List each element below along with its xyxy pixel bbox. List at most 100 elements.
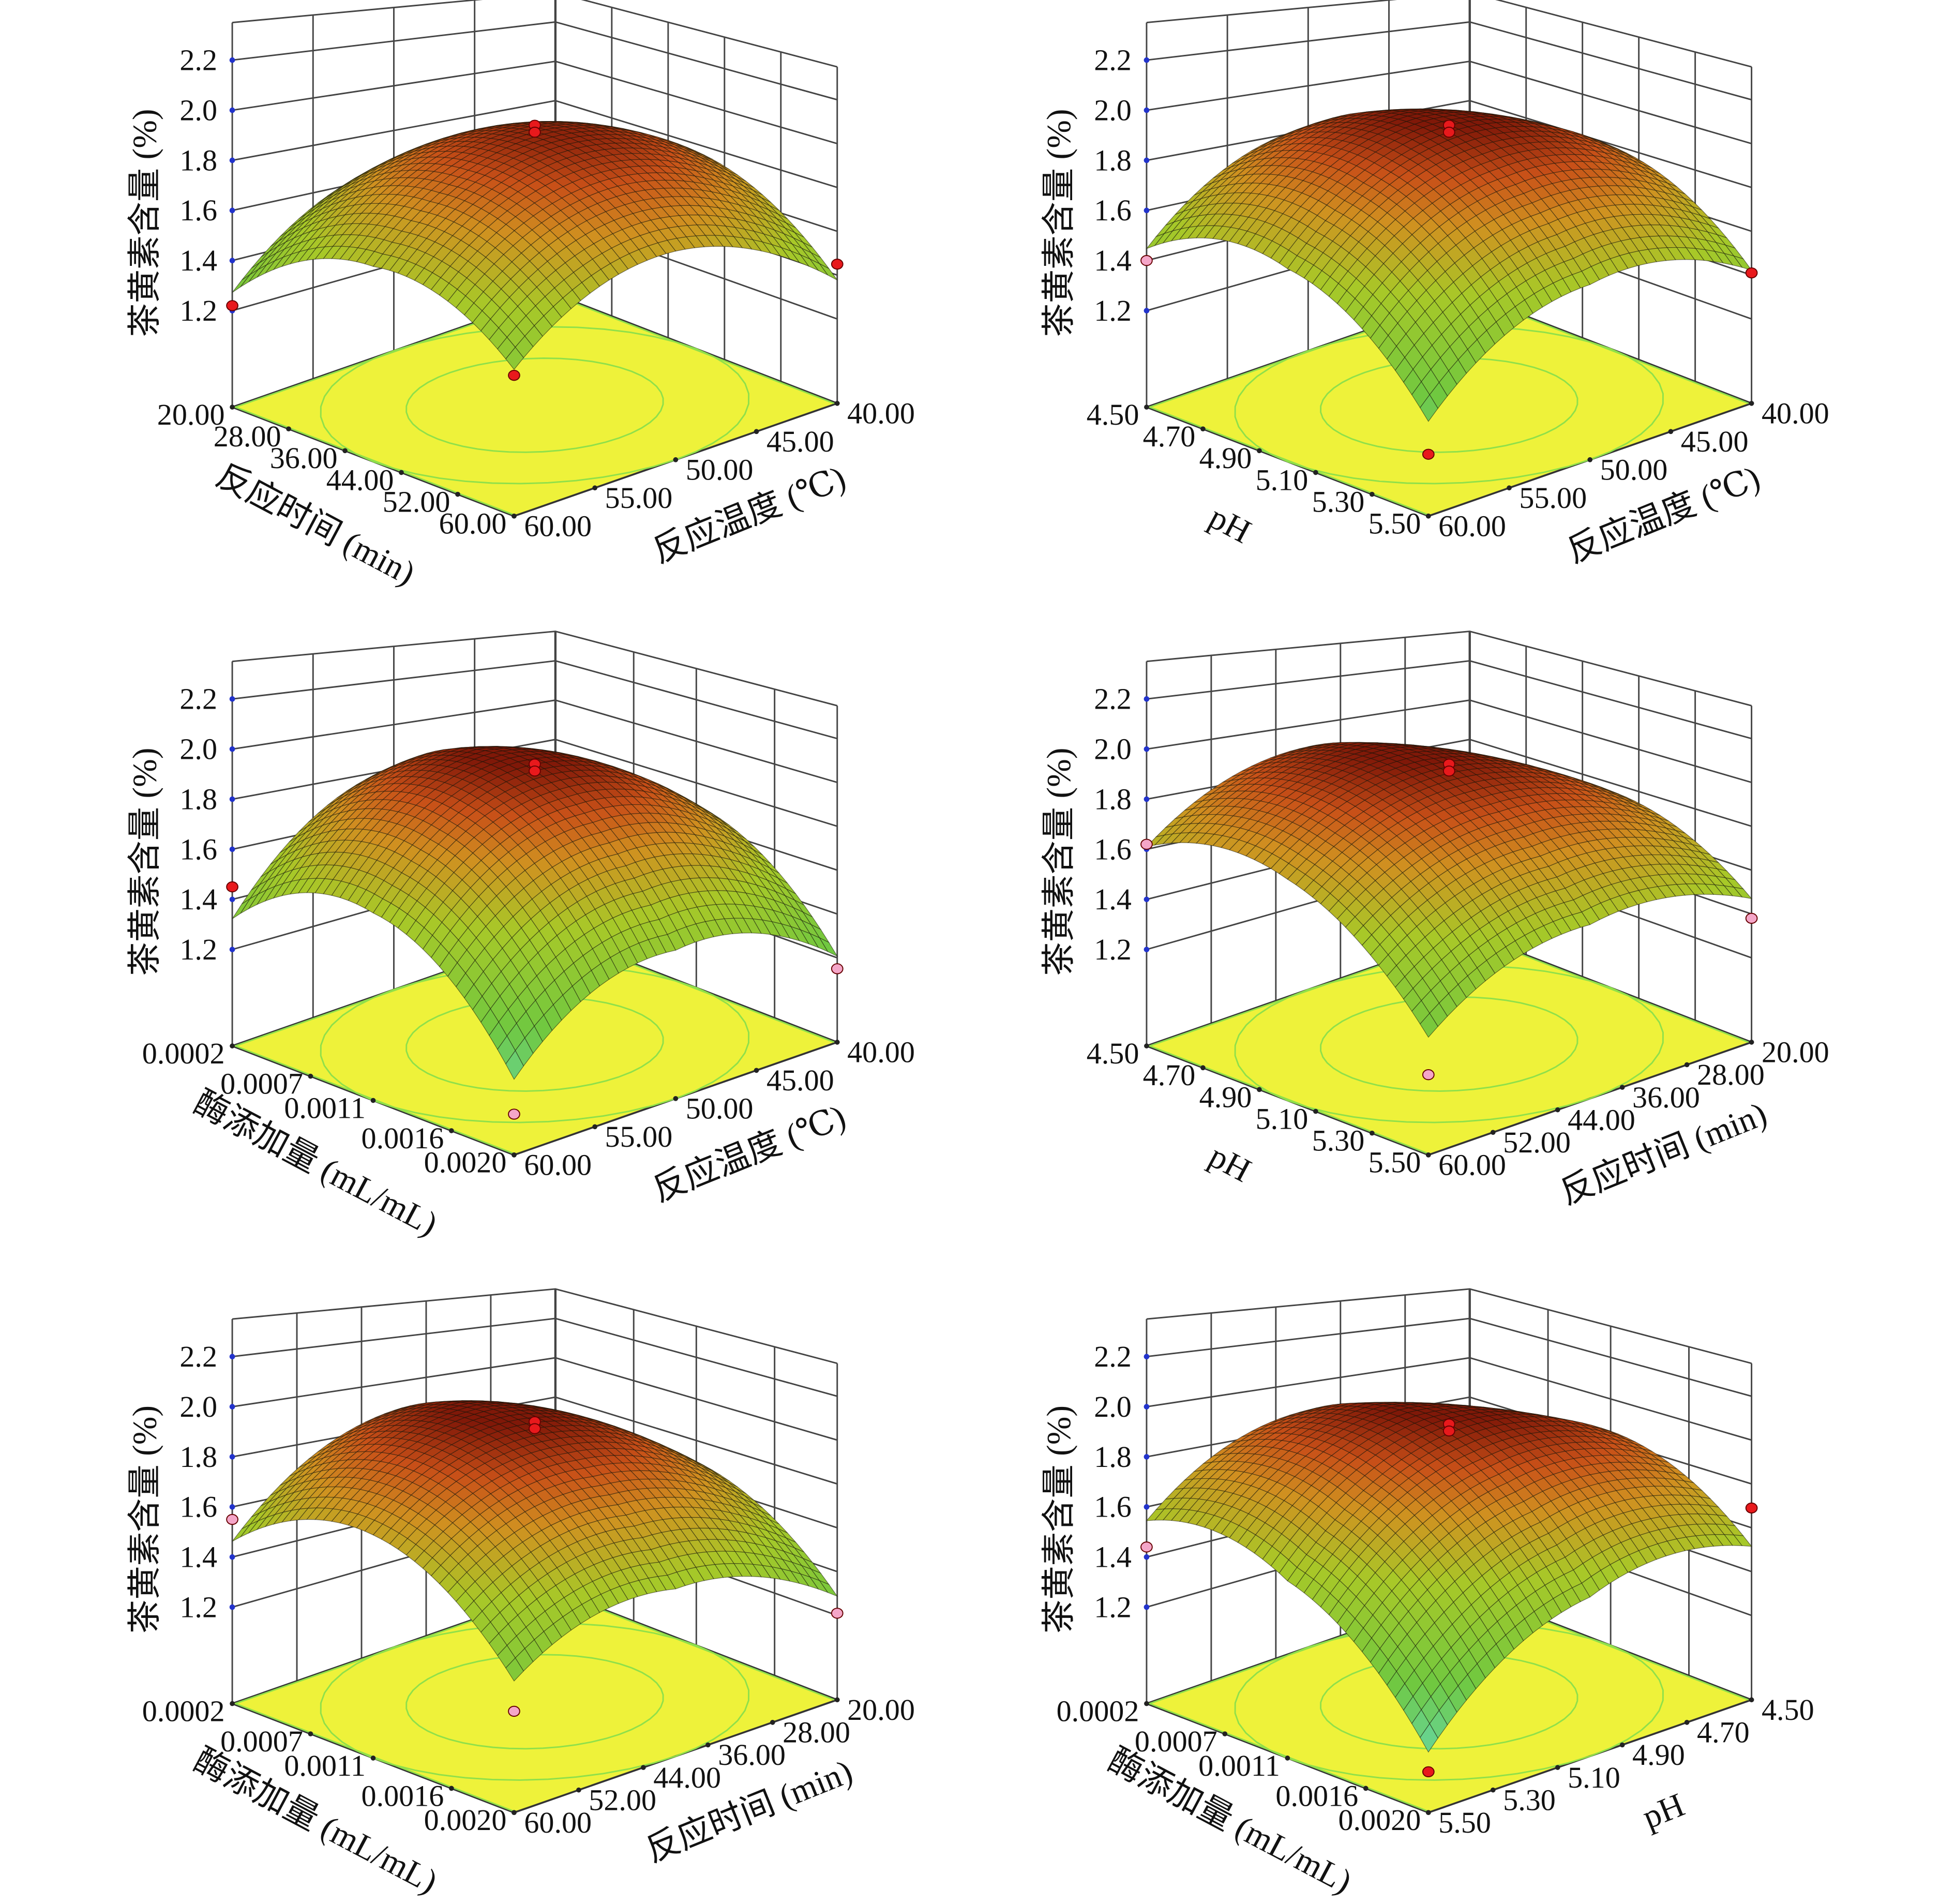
x1-tick-label: 4.70: [1143, 1058, 1196, 1092]
x1-tick-label: 0.0002: [142, 1694, 225, 1728]
x2-tick-label: 40.00: [1762, 397, 1829, 430]
design-point-marker: [1422, 1069, 1435, 1081]
x2-tick-mark: [1555, 1107, 1560, 1113]
z-tick-label: 1.6: [179, 1490, 217, 1524]
z-tick-mark: [1144, 207, 1150, 214]
x1-tick-label: 5.10: [1256, 1102, 1309, 1135]
z-tick-label: 1.6: [1094, 832, 1132, 866]
x1-tick-mark: [308, 1731, 313, 1736]
x1-tick-label: 0.0002: [142, 1037, 225, 1070]
z-tick-mark: [229, 157, 235, 163]
gridline-horizontal: [232, 0, 838, 68]
x1-tick-mark: [370, 1098, 376, 1103]
z-axis-label: 茶黄素含量 (%): [126, 1405, 163, 1633]
z-tick-label: 1.6: [179, 193, 217, 227]
x2-tick-label: 45.00: [1681, 425, 1749, 458]
x1-tick-label: 36.00: [270, 441, 338, 475]
z-axis-label: 茶黄素含量 (%): [1041, 748, 1078, 976]
x1-tick-label: 0.0020: [424, 1146, 507, 1179]
z-tick-label: 1.4: [179, 882, 217, 916]
x1-tick-label: 28.00: [214, 419, 281, 453]
x1-tick-mark: [1144, 1043, 1149, 1048]
design-point-marker: [831, 963, 844, 975]
x1-tick-label: 5.30: [1312, 1124, 1365, 1158]
z-tick-mark: [229, 1504, 235, 1510]
gridline-horizontal: [232, 660, 838, 740]
z-tick-mark: [229, 1554, 235, 1560]
x2-tick-mark: [512, 1810, 517, 1816]
design-point-marker: [1442, 126, 1455, 138]
x2-tick-label: 45.00: [766, 1063, 834, 1097]
surface-cell: [505, 347, 524, 370]
surface-cell: [232, 274, 250, 293]
x1-tick-mark: [449, 1786, 454, 1791]
x1-tick-mark: [399, 470, 404, 475]
x2-tick-mark: [673, 457, 679, 462]
gridline-horizontal: [1146, 660, 1752, 740]
z-tick-label: 2.0: [1094, 93, 1132, 127]
x1-tick-label: 60.00: [439, 507, 507, 541]
x1-tick-mark: [286, 426, 291, 432]
x1-tick-mark: [1200, 1065, 1206, 1071]
x1-tick-label: 4.70: [1143, 419, 1196, 453]
x2-tick-label: 20.00: [847, 1693, 915, 1727]
z-tick-label: 2.0: [179, 1390, 217, 1423]
floor-contour-line: [1147, 294, 1749, 516]
design-point-marker: [508, 370, 520, 381]
z-tick-label: 2.2: [179, 43, 217, 77]
response-surface: [232, 121, 838, 370]
floor-contour-line: [405, 357, 664, 453]
floor-contour-line: [320, 326, 750, 485]
x2-tick-mark: [754, 1068, 759, 1073]
x2-tick-mark: [834, 1040, 840, 1045]
z-tick-label: 1.2: [1094, 933, 1132, 966]
z-tick-mark: [1144, 947, 1150, 952]
z-tick-mark: [229, 746, 235, 752]
z-tick-mark: [229, 258, 235, 264]
x2-tick-label: 60.00: [524, 1148, 592, 1182]
z-axis-label: 茶黄素含量 (%): [126, 748, 163, 976]
x2-tick-label: 28.00: [783, 1716, 850, 1749]
x2-tick-mark: [834, 1697, 840, 1703]
z-tick-mark: [1144, 157, 1150, 163]
z-tick-label: 2.2: [1094, 682, 1132, 716]
x2-tick-label: 60.00: [524, 509, 592, 543]
z-tick-label: 1.2: [179, 1590, 217, 1624]
x1-tick-mark: [230, 1701, 235, 1706]
z-tick-label: 2.0: [179, 732, 217, 766]
x2-tick-mark: [1684, 1062, 1690, 1068]
gridline-horizontal: [232, 1288, 838, 1365]
x2-tick-mark: [1507, 485, 1512, 491]
x2-tick-mark: [754, 429, 759, 434]
x2-tick-label: 50.00: [686, 1092, 754, 1126]
gridline-horizontal: [1146, 21, 1752, 101]
response-surface: [1146, 108, 1753, 422]
design-point-marker: [1745, 912, 1758, 924]
z-tick-mark: [1144, 746, 1150, 752]
x1-tick-label: 0.0011: [284, 1091, 366, 1125]
z-tick-label: 1.4: [1094, 882, 1132, 916]
x2-tick-mark: [1668, 429, 1674, 434]
floor-contour-line: [1234, 326, 1664, 485]
z-tick-label: 2.0: [179, 93, 217, 127]
x2-tick-label: 40.00: [847, 397, 915, 430]
x2-tick-label: 52.00: [1503, 1126, 1571, 1159]
x1-tick-mark: [455, 491, 460, 497]
z-tick-mark: [1144, 796, 1150, 802]
z-tick-mark: [229, 107, 235, 113]
x1-tick-mark: [1313, 470, 1318, 475]
x2-tick-label: 60.00: [1438, 1148, 1506, 1182]
x2-tick-label: 55.00: [605, 481, 673, 515]
x1-tick-label: 5.10: [1256, 463, 1309, 497]
x1-tick-mark: [449, 1128, 454, 1133]
design-point-marker: [529, 126, 541, 138]
x1-tick-mark: [1257, 1087, 1262, 1092]
gridline-horizontal: [232, 631, 838, 707]
z-tick-label: 1.4: [1094, 244, 1132, 277]
x1-tick-mark: [370, 1756, 376, 1761]
design-point-marker: [529, 765, 541, 777]
floor-contour-line: [233, 294, 835, 516]
z-tick-label: 2.2: [1094, 43, 1132, 77]
